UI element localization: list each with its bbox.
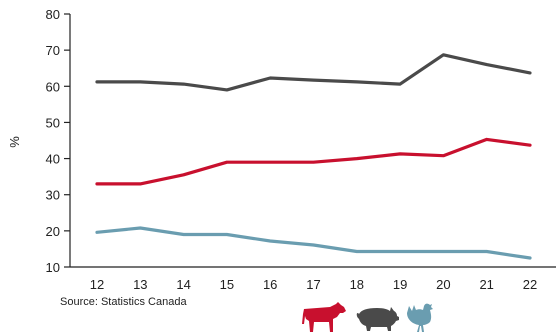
source-note: Source: Statistics Canada — [60, 296, 187, 308]
y-tick-label: 80 — [46, 7, 60, 22]
x-tick-label: 20 — [436, 277, 450, 292]
y-tick-label: 30 — [46, 188, 60, 203]
x-tick-label: 12 — [90, 277, 104, 292]
y-tick-label: 10 — [46, 260, 60, 275]
x-tick-label: 17 — [306, 277, 320, 292]
cow-icon — [302, 302, 346, 332]
x-tick-label: 13 — [133, 277, 147, 292]
pig-icon — [356, 307, 399, 331]
x-tick-label: 14 — [176, 277, 190, 292]
series-line-chicken — [95, 226, 532, 260]
chicken-icon — [407, 303, 433, 332]
x-tick-label: 19 — [393, 277, 407, 292]
y-tick-label: 40 — [46, 152, 60, 167]
x-tick-label: 22 — [523, 277, 537, 292]
x-tick-label: 15 — [220, 277, 234, 292]
y-tick-label: 70 — [46, 43, 60, 58]
series-line-pig — [95, 53, 532, 92]
legend-icons — [302, 302, 433, 332]
y-axis-ticks: 10 20 30 40 50 60 70 80 — [46, 7, 70, 275]
y-tick-label: 50 — [46, 115, 60, 130]
x-axis-ticks: 12 13 14 15 16 17 18 19 20 21 22 — [90, 277, 537, 292]
series-lines — [95, 53, 532, 260]
series-line-cow — [95, 137, 532, 186]
x-tick-label: 16 — [263, 277, 277, 292]
x-tick-label: 18 — [350, 277, 364, 292]
x-tick-label: 21 — [479, 277, 493, 292]
y-tick-label: 20 — [46, 224, 60, 239]
y-axis-label: % — [7, 136, 22, 148]
y-tick-label: 60 — [46, 79, 60, 94]
